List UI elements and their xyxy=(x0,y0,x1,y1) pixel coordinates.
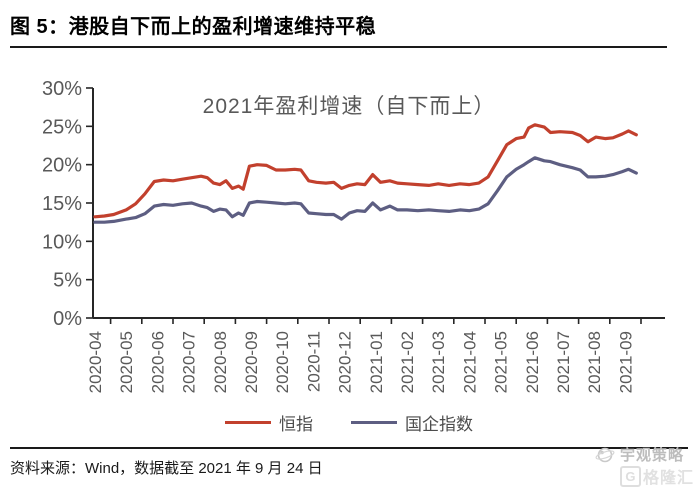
x-axis-label: 2021-05 xyxy=(492,331,511,393)
x-axis-label: 2020-09 xyxy=(242,331,261,393)
x-axis-label: 2020-12 xyxy=(336,331,355,393)
x-axis-label: 2021-08 xyxy=(585,331,604,393)
gelonghui-logo: G 格隆汇 xyxy=(619,464,694,488)
soe-index-line-swatch xyxy=(351,421,397,424)
y-axis-label: 25% xyxy=(42,116,82,138)
x-axis-label: 2020-06 xyxy=(148,331,167,393)
x-axis-label: 2021-03 xyxy=(429,331,448,393)
footer-divider xyxy=(10,447,688,449)
x-axis-label: 2021-07 xyxy=(554,331,573,393)
x-axis-label: 2020-04 xyxy=(86,331,105,393)
x-axis-label: 2020-10 xyxy=(273,331,292,393)
soe-index-line xyxy=(93,156,638,224)
watermark-brand-row: 宇观策略 xyxy=(595,444,684,465)
line-chart: 0% 5% 10% 15% 20% 25% 30% 2020-04 2020-05 2020-06… xyxy=(42,78,665,393)
hang-seng-line xyxy=(93,123,638,219)
g-logo-icon: G xyxy=(619,465,641,487)
source-note: 资料来源：Wind，数据截至 2021 年 9 月 24 日 xyxy=(10,460,323,477)
watermark-primary-label: 宇观策略 xyxy=(619,447,684,464)
x-axis-label: 2021-02 xyxy=(398,331,417,393)
y-axis-label: 15% xyxy=(42,193,82,215)
y-axis-label: 5% xyxy=(53,270,82,292)
y-axis-label: 30% xyxy=(42,78,82,100)
legend-label-soe-index: 国企指数 xyxy=(405,415,473,434)
legend-item-hang-seng: 恒指 xyxy=(225,410,313,435)
x-axis-label: 2021-01 xyxy=(367,331,386,393)
y-axis-label: 10% xyxy=(42,231,82,253)
x-axis-label: 2020-08 xyxy=(211,331,230,393)
x-axis-label: 2020-05 xyxy=(117,331,136,393)
figure-title: 图 5：港股自下而上的盈利增速维持平稳 xyxy=(10,16,377,38)
watermark: 宇观策略 G 格隆汇 xyxy=(554,444,694,488)
planet-logo-icon xyxy=(595,447,615,462)
chart-title: 2021年盈利增速（自下而上） xyxy=(202,95,496,118)
x-axis-label: 2020-11 xyxy=(304,331,323,392)
legend-item-soe-index: 国企指数 xyxy=(351,410,473,435)
y-axis-label: 20% xyxy=(42,155,82,177)
chart-legend: 恒指 国企指数 xyxy=(0,410,698,435)
watermark-secondary-label: 格隆汇 xyxy=(642,470,694,487)
x-axis-label: 2021-04 xyxy=(460,331,479,393)
x-axis-label: 2020-07 xyxy=(180,331,199,393)
title-divider xyxy=(10,46,667,48)
hang-seng-line-swatch xyxy=(225,421,271,424)
legend-label-hang-seng: 恒指 xyxy=(279,415,313,434)
y-axis-label: 0% xyxy=(53,308,82,330)
x-axis-label: 2021-06 xyxy=(523,331,542,393)
x-axis-label: 2021-09 xyxy=(616,331,635,393)
